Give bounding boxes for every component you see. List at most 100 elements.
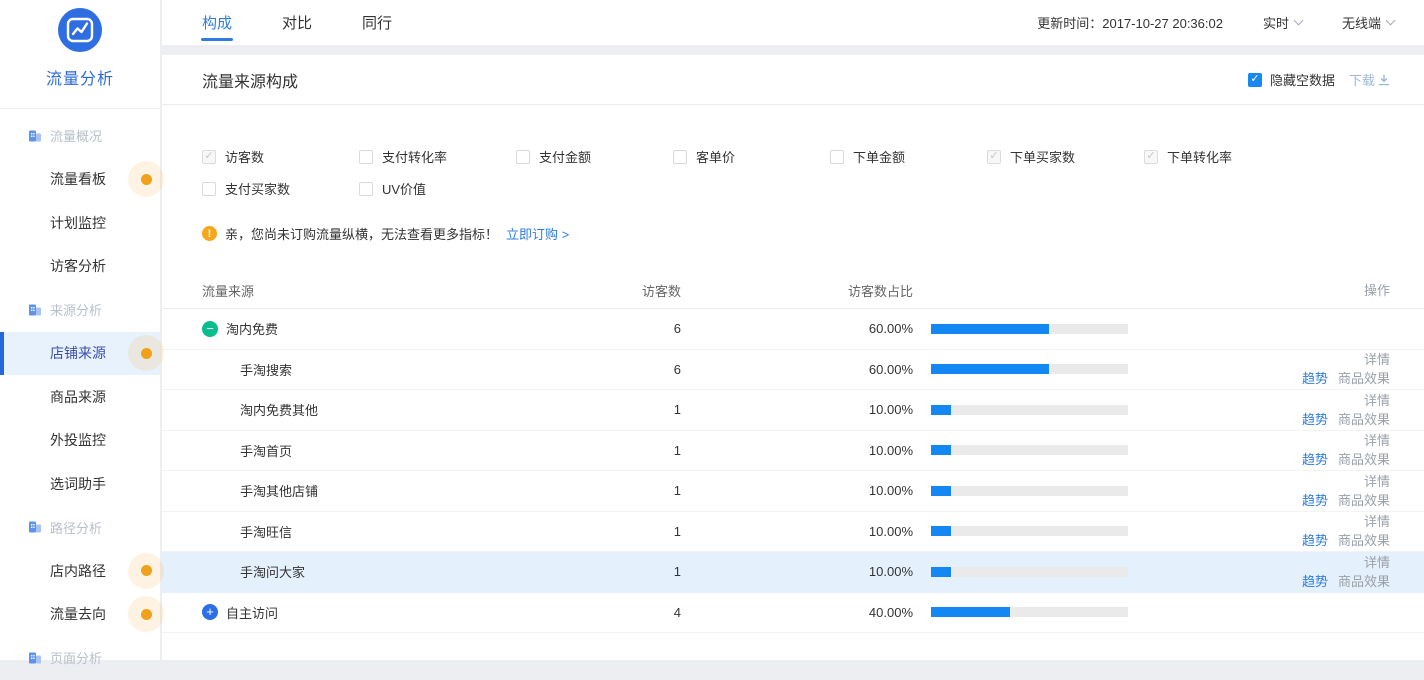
tab-composition[interactable]: 构成: [202, 0, 232, 45]
topbar: 构成 对比 同行 更新时间：2017-10-27 20:36:02 实时 无线端: [162, 0, 1424, 45]
sidebar-item-external-monitor[interactable]: 外投监控: [0, 419, 160, 463]
app-title: 流量分析: [45, 71, 114, 88]
product-effect-link: 商品效果: [1337, 533, 1390, 549]
sidebar-item-product-source[interactable]: 商品来源: [0, 375, 160, 419]
checkbox-unchecked-icon[interactable]: ✓: [359, 149, 373, 164]
subscribe-notice: ! 亲，您尚未订购流量纵横，无法查看更多指标！ 立即订购 >: [202, 224, 1424, 243]
sidebar-item-instore-path[interactable]: 店内路径: [0, 549, 164, 593]
source-name: 手淘其他店铺: [240, 484, 319, 500]
trend-link[interactable]: 趋势: [1301, 452, 1328, 468]
sidebar-item-shop-source[interactable]: 店铺来源: [0, 331, 164, 375]
detail-link: 详情: [1363, 514, 1390, 530]
checkbox-unchecked-icon[interactable]: ✓: [830, 149, 844, 164]
notification-dot: [128, 161, 164, 198]
tab-compare[interactable]: 对比: [282, 15, 313, 32]
download-button[interactable]: 下载: [1349, 70, 1390, 89]
ratio-value: 40.00%: [868, 604, 913, 620]
sidebar-item-label: 商品来源: [50, 388, 106, 405]
expand-icon[interactable]: +: [202, 604, 218, 621]
notification-dot: [128, 596, 164, 633]
warning-icon: !: [202, 226, 217, 241]
detail-link: 详情: [1363, 433, 1390, 449]
ratio-bar-fill: [931, 323, 1050, 334]
sidebar-nav: 流量概况 流量看板 计划监控 访客分析 来源分析 店铺来源: [0, 109, 164, 680]
metric-order-amount[interactable]: ✓ 下单金额: [830, 147, 987, 166]
ratio-bar: [931, 566, 1128, 577]
sidebar-item-label: 访客分析: [50, 258, 106, 275]
metric-avg-order-value[interactable]: ✓ 客单价: [673, 147, 830, 166]
sidebar: 流量分析 流量概况 流量看板 计划监控 访客分析: [0, 0, 164, 666]
sidebar-divider: [0, 108, 160, 109]
sidebar-item-traffic-destination[interactable]: 流量去向: [0, 593, 164, 637]
panel-title: 流量来源构成: [202, 73, 299, 91]
row-actions: 详情 趋势 商品效果: [1128, 431, 1390, 469]
update-time: 更新时间：2017-10-27 20:36:02: [1037, 16, 1223, 31]
table-row: 手淘其他店铺 1 10.00% 详情 趋势 商品效果: [162, 471, 1424, 512]
device-dropdown[interactable]: 无线端: [1342, 13, 1396, 32]
trend-link[interactable]: 趋势: [1301, 411, 1328, 427]
table-row: 手淘首页 1 10.00% 详情 趋势 商品效果: [162, 431, 1424, 471]
trend-link[interactable]: 趋势: [1301, 492, 1328, 508]
collapse-icon[interactable]: −: [202, 320, 218, 337]
panel-header-actions: ✓ 隐藏空数据 下载: [1247, 70, 1390, 89]
metric-uv-value[interactable]: ✓ UV价值: [359, 179, 516, 198]
sidebar-section-label: 路径分析: [50, 520, 103, 536]
app-logo-chart-icon: [58, 8, 102, 52]
ratio-value: 10.00%: [868, 564, 913, 580]
trend-link[interactable]: 趋势: [1301, 371, 1328, 387]
table-row: − 淘内免费 6 60.00%: [162, 309, 1424, 350]
checkbox-checked-disabled-icon: ✓: [202, 149, 216, 164]
hide-empty-data-checkbox[interactable]: ✓ 隐藏空数据: [1247, 70, 1335, 89]
ratio-bar: [931, 323, 1128, 334]
product-effect-link: 商品效果: [1337, 371, 1390, 387]
detail-link: 详情: [1363, 554, 1390, 570]
table-row: 淘内免费其他 1 10.00% 详情 趋势 商品效果: [162, 390, 1424, 431]
metric-pay-amount[interactable]: ✓ 支付金额: [516, 147, 673, 166]
ratio-bar-fill: [931, 526, 951, 537]
sidebar-section-path-analysis: 路径分析: [0, 506, 160, 550]
visitors-value: 4: [673, 604, 681, 620]
sidebar-item-plan-monitor[interactable]: 计划监控: [0, 201, 160, 245]
tab-bar: 构成 对比 同行: [202, 0, 392, 45]
metric-visitors: ✓ 访客数: [202, 147, 359, 166]
checkbox-checked-icon[interactable]: ✓: [1247, 72, 1262, 87]
main-content: 构成 对比 同行 更新时间：2017-10-27 20:36:02 实时 无线端…: [162, 0, 1424, 660]
source-name: 手淘问大家: [240, 565, 306, 581]
column-ratio: 访客数占比: [847, 284, 913, 299]
building-icon: [28, 520, 42, 534]
table-row: + 自主访问 4 40.00%: [162, 593, 1424, 633]
trend-link[interactable]: 趋势: [1301, 573, 1328, 589]
visitors-value: 1: [673, 523, 681, 539]
metric-pay-conversion[interactable]: ✓ 支付转化率: [359, 147, 516, 166]
download-icon: [1378, 74, 1390, 85]
sidebar-item-visitor-analysis[interactable]: 访客分析: [0, 245, 160, 289]
source-name: 手淘旺信: [240, 524, 293, 540]
product-effect-link: 商品效果: [1337, 492, 1390, 508]
ratio-bar-fill: [931, 485, 951, 496]
tab-peers[interactable]: 同行: [362, 15, 393, 32]
metric-pay-buyers[interactable]: ✓ 支付买家数: [202, 179, 359, 198]
sidebar-item-traffic-dashboard[interactable]: 流量看板: [0, 158, 164, 202]
checkbox-unchecked-icon[interactable]: ✓: [673, 149, 687, 164]
chevron-down-icon: [1385, 15, 1396, 26]
sidebar-item-label: 外投监控: [50, 432, 106, 449]
trend-link[interactable]: 趋势: [1301, 533, 1328, 549]
ratio-bar-fill: [931, 364, 1050, 375]
traffic-source-table: 流量来源 访客数 访客数占比 操作 − 淘内免费 6 60.00%: [162, 273, 1424, 633]
checkbox-unchecked-icon[interactable]: ✓: [516, 149, 530, 164]
chevron-down-icon: [1293, 15, 1304, 26]
panel-header: 流量来源构成 ✓ 隐藏空数据 下载: [162, 55, 1424, 105]
checkbox-unchecked-icon[interactable]: ✓: [202, 181, 216, 196]
table-row: 手淘搜索 6 60.00% 详情 趋势 商品效果: [162, 350, 1424, 390]
realtime-dropdown[interactable]: 实时: [1263, 13, 1304, 32]
product-effect-link: 商品效果: [1337, 452, 1390, 468]
checkbox-unchecked-icon[interactable]: ✓: [359, 181, 373, 196]
column-source: 流量来源: [202, 284, 255, 299]
row-actions: 详情 趋势 商品效果: [1128, 512, 1390, 550]
subscribe-now-link[interactable]: 立即订购 >: [506, 227, 570, 242]
column-actions: 操作: [1363, 283, 1390, 298]
sidebar-section-label: 流量概况: [50, 129, 103, 145]
product-effect-link: 商品效果: [1337, 573, 1390, 589]
sidebar-item-keyword-assistant[interactable]: 选词助手: [0, 462, 160, 506]
visitors-value: 6: [673, 361, 681, 377]
